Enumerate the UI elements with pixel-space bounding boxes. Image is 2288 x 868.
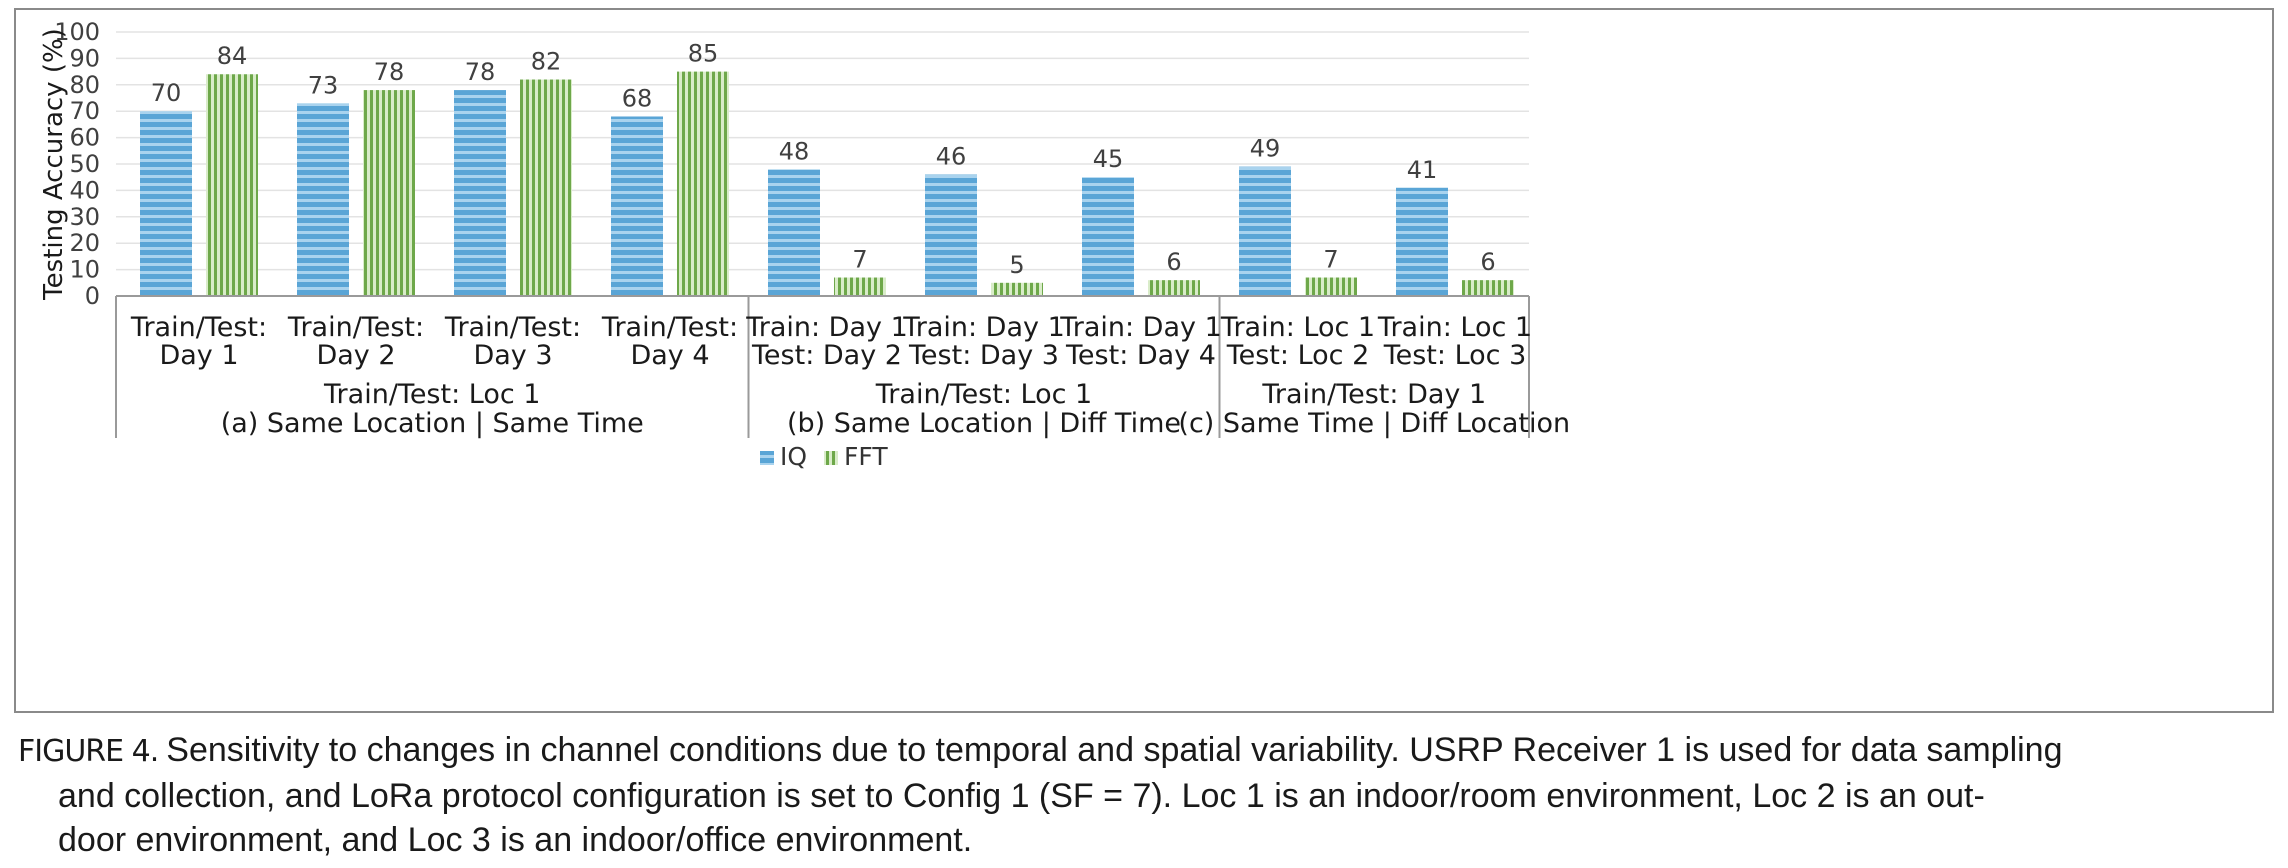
- group-label: Train/Test: Loc 1: [875, 379, 1092, 410]
- legend-swatch-fft: [824, 451, 838, 465]
- bar-iq: [297, 103, 349, 296]
- category-label: Train/Test:: [601, 312, 738, 343]
- category-label: Train: Day 1: [745, 312, 908, 343]
- data-label-fft: 6: [1166, 248, 1181, 276]
- group-label: Train/Test: Day 1: [1261, 379, 1486, 410]
- data-label-fft: 7: [852, 246, 867, 274]
- group-label: Train/Test: Loc 1: [323, 379, 540, 410]
- y-tick-label: 0: [85, 282, 100, 310]
- y-tick-label: 20: [69, 229, 100, 257]
- bar-fft: [991, 282, 1043, 296]
- data-label-fft: 84: [217, 42, 248, 70]
- data-label-fft: 82: [531, 48, 562, 76]
- category-label: Test: Day 4: [1065, 340, 1216, 371]
- bar-fft: [1148, 280, 1200, 296]
- y-tick-label: 100: [54, 18, 100, 46]
- y-tick-label: 80: [69, 71, 100, 99]
- figure-label: FIGURE 4.: [18, 734, 159, 769]
- bar-fft: [520, 79, 572, 297]
- data-label-iq: 41: [1407, 156, 1438, 184]
- bar-iq: [140, 111, 192, 296]
- category-label: Day 1: [159, 340, 238, 371]
- bar-iq: [454, 90, 506, 296]
- bar-iq: [1082, 177, 1134, 296]
- bar-iq: [611, 116, 663, 296]
- y-tick-label: 60: [69, 124, 100, 152]
- bar-fft: [363, 90, 415, 296]
- data-label-iq: 70: [151, 79, 182, 107]
- category-label: Test: Day 3: [908, 340, 1059, 371]
- category-label: Day 4: [630, 340, 709, 371]
- group-label: (c) Same Time | Diff Location: [1178, 408, 1570, 439]
- data-label-fft: 7: [1323, 246, 1338, 274]
- bar-fft: [1462, 280, 1514, 296]
- legend-label-iq: IQ: [780, 442, 807, 471]
- data-label-fft: 5: [1009, 251, 1024, 279]
- group-label: (a) Same Location | Same Time: [221, 408, 644, 439]
- data-label-iq: 49: [1250, 135, 1281, 163]
- bar-iq: [925, 174, 977, 296]
- caption-text-1: Sensitivity to changes in channel condit…: [166, 731, 2063, 769]
- bar-fft: [1305, 277, 1357, 296]
- data-label-iq: 46: [936, 143, 967, 171]
- y-tick-label: 40: [69, 176, 100, 204]
- category-label: Train: Loc 1: [1220, 312, 1375, 343]
- y-tick-label: 10: [69, 256, 100, 284]
- category-label: Day 3: [473, 340, 552, 371]
- category-label: Test: Loc 2: [1226, 340, 1370, 371]
- legend-label-fft: FFT: [844, 442, 888, 471]
- caption-line-1: FIGURE 4. Sensitivity to changes in chann…: [18, 728, 2268, 774]
- bar-iq: [768, 169, 820, 296]
- y-tick-label: 90: [69, 44, 100, 72]
- y-tick-label: 70: [69, 97, 100, 125]
- bar-fft: [206, 74, 258, 297]
- legend-swatch-iq: [760, 451, 774, 465]
- group-label: (b) Same Location | Diff Time: [787, 408, 1181, 439]
- category-label: Test: Day 2: [751, 340, 902, 371]
- data-label-fft: 85: [688, 40, 719, 68]
- category-label: Train: Loc 1: [1377, 312, 1532, 343]
- category-label: Train/Test:: [287, 312, 424, 343]
- caption-line-2: and collection, and LoRa protocol config…: [58, 777, 1985, 815]
- data-label-fft: 6: [1480, 248, 1495, 276]
- category-label: Train/Test:: [444, 312, 581, 343]
- y-tick-label: 30: [69, 203, 100, 231]
- data-label-iq: 78: [465, 58, 496, 86]
- figure-caption: FIGURE 4. Sensitivity to changes in chann…: [18, 728, 2268, 862]
- bar-iq: [1239, 166, 1291, 296]
- data-label-iq: 45: [1093, 145, 1124, 173]
- data-label-iq: 73: [308, 71, 339, 99]
- bar-fft: [834, 277, 886, 296]
- y-axis-title: Testing Accuracy (%): [39, 28, 69, 301]
- caption-line-3: door environment, and Loc 3 is an indoor…: [58, 821, 973, 859]
- category-label: Train: Day 1: [1059, 312, 1222, 343]
- category-label: Day 2: [316, 340, 395, 371]
- bar-fft: [677, 71, 729, 296]
- data-label-iq: 48: [779, 137, 810, 165]
- data-label-fft: 78: [374, 58, 405, 86]
- bar-iq: [1396, 187, 1448, 296]
- data-label-iq: 68: [622, 84, 653, 112]
- figure-frame: 0 10 20 30 40 50 60 70 80 90 100 Testing Accuracy (…: [14, 8, 2274, 713]
- category-label: Train: Day 1: [902, 312, 1065, 343]
- y-tick-label: 50: [69, 150, 100, 178]
- category-label: Train/Test:: [130, 312, 267, 343]
- category-label: Test: Loc 3: [1383, 340, 1527, 371]
